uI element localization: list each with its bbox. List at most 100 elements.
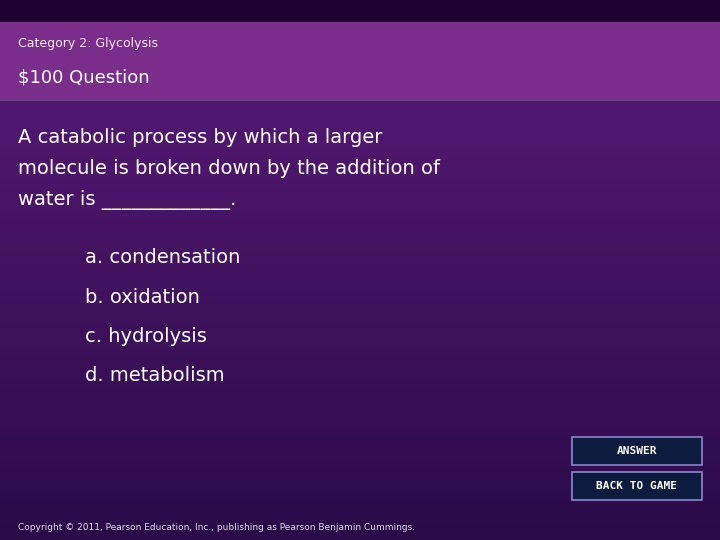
Bar <box>0 508 720 513</box>
Bar <box>0 367 720 373</box>
Bar <box>0 400 720 405</box>
Bar <box>0 38 720 43</box>
Text: water is _____________.: water is _____________. <box>18 190 236 210</box>
Bar <box>0 313 720 319</box>
Bar <box>0 475 720 481</box>
Bar <box>0 173 720 178</box>
Bar <box>0 448 720 454</box>
Bar <box>0 383 720 389</box>
Bar <box>0 22 720 100</box>
FancyBboxPatch shape <box>572 472 702 500</box>
Bar <box>0 351 720 356</box>
Bar <box>0 421 720 427</box>
Bar <box>0 162 720 167</box>
Bar <box>0 464 720 470</box>
Text: d. metabolism: d. metabolism <box>85 366 225 385</box>
Bar <box>0 86 720 92</box>
Bar <box>0 502 720 508</box>
Bar <box>0 200 720 205</box>
Bar <box>0 275 720 281</box>
Bar <box>0 70 720 76</box>
Bar <box>0 0 720 22</box>
Bar <box>0 43 720 49</box>
Bar <box>0 459 720 464</box>
Bar <box>0 518 720 524</box>
Bar <box>0 324 720 329</box>
Bar <box>0 356 720 362</box>
Bar <box>0 529 720 535</box>
Bar <box>0 389 720 394</box>
Bar <box>0 248 720 254</box>
Bar <box>0 513 720 518</box>
Bar <box>0 113 720 119</box>
Bar <box>0 59 720 65</box>
Bar <box>0 16 720 22</box>
Bar <box>0 243 720 248</box>
Bar <box>0 140 720 146</box>
Bar <box>0 216 720 221</box>
Bar <box>0 297 720 302</box>
Bar <box>0 97 720 103</box>
Bar <box>0 108 720 113</box>
Bar <box>0 443 720 448</box>
Bar <box>0 286 720 292</box>
Bar <box>0 227 720 232</box>
Bar <box>0 157 720 162</box>
Text: A catabolic process by which a larger: A catabolic process by which a larger <box>18 128 382 147</box>
Text: Copyright © 2011, Pearson Education, Inc., publishing as Pearson Benjamin Cummin: Copyright © 2011, Pearson Education, Inc… <box>18 523 415 532</box>
Bar <box>0 211 720 216</box>
Bar <box>0 454 720 459</box>
Bar <box>0 491 720 497</box>
Bar <box>0 378 720 383</box>
Bar <box>0 535 720 540</box>
Bar <box>0 0 720 5</box>
Text: ANSWER: ANSWER <box>617 446 657 456</box>
Bar <box>0 281 720 286</box>
Bar <box>0 486 720 491</box>
Bar <box>0 340 720 346</box>
Bar <box>0 346 720 351</box>
Bar <box>0 394 720 400</box>
Bar <box>0 22 720 27</box>
Bar <box>0 119 720 124</box>
Bar <box>0 254 720 259</box>
Bar <box>0 135 720 140</box>
Bar <box>0 497 720 502</box>
Bar <box>0 238 720 243</box>
Bar <box>0 65 720 70</box>
Bar <box>0 270 720 275</box>
Text: $100 Question: $100 Question <box>18 69 150 87</box>
Bar <box>0 189 720 194</box>
Bar <box>0 319 720 324</box>
Bar <box>0 427 720 432</box>
FancyBboxPatch shape <box>572 437 702 465</box>
Bar <box>0 167 720 173</box>
Bar <box>0 373 720 378</box>
Bar <box>0 292 720 297</box>
Bar <box>0 146 720 151</box>
Bar <box>0 5 720 11</box>
Bar <box>0 432 720 437</box>
Bar <box>0 302 720 308</box>
Bar <box>0 49 720 54</box>
Bar <box>0 103 720 108</box>
Text: c. hydrolysis: c. hydrolysis <box>85 327 207 346</box>
Bar <box>0 81 720 86</box>
Bar <box>0 265 720 270</box>
Bar <box>0 362 720 367</box>
Bar <box>0 205 720 211</box>
Bar <box>0 124 720 130</box>
Bar <box>0 335 720 340</box>
Bar <box>0 410 720 416</box>
Bar <box>0 416 720 421</box>
Text: Category 2: Glycolysis: Category 2: Glycolysis <box>18 37 158 50</box>
Text: BACK TO GAME: BACK TO GAME <box>596 481 678 491</box>
Bar <box>0 178 720 184</box>
Bar <box>0 130 720 135</box>
Text: molecule is broken down by the addition of: molecule is broken down by the addition … <box>18 159 440 178</box>
Bar <box>0 92 720 97</box>
Bar <box>0 32 720 38</box>
Bar <box>0 100 720 101</box>
Bar <box>0 221 720 227</box>
Bar <box>0 54 720 59</box>
